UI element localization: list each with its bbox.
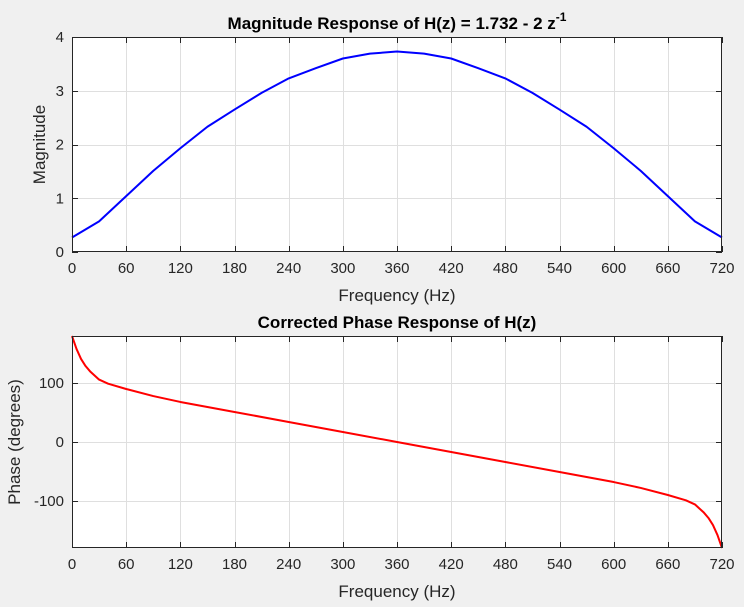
phase-x-tick-label: 0 [68,556,76,573]
phase-x-tick-label: 480 [493,556,518,573]
phase-subplot: 0 60 120 180 240 300 360 420 480 540 600 660 720 -100… [5,313,735,601]
phase-title: Corrected Phase Response of H(z) [258,313,537,332]
magnitude-x-tick-label: 360 [384,260,409,277]
phase-x-tick-label: 60 [118,556,135,573]
phase-x-tick-label: 240 [276,556,301,573]
phase-y-tick-label: 100 [39,375,64,392]
phase-grid [72,336,722,548]
phase-y-axis-label: Phase (degrees) [5,379,24,505]
magnitude-x-tick-label: 720 [709,260,734,277]
magnitude-x-tick-label: 480 [493,260,518,277]
magnitude-y-tick-label: 0 [56,244,64,261]
magnitude-x-tick-label: 660 [655,260,680,277]
magnitude-x-tick-label: 0 [68,260,76,277]
magnitude-grid [72,37,722,252]
magnitude-ticks: 0 60 120 180 240 300 360 420 480 540 600 660 720 0 1 2 3… [56,29,735,277]
magnitude-x-tick-label: 240 [276,260,301,277]
phase-x-tick-label: 660 [655,556,680,573]
magnitude-y-tick-label: 4 [56,29,64,46]
magnitude-title-superscript: -1 [556,10,567,24]
magnitude-x-axis-label: Frequency (Hz) [338,286,455,305]
magnitude-y-tick-label: 2 [56,137,64,154]
phase-x-tick-label: 600 [601,556,626,573]
phase-x-tick-label: 180 [222,556,247,573]
magnitude-x-tick-label: 420 [439,260,464,277]
phase-y-tick-label: 0 [56,434,64,451]
phase-response-line [71,335,723,549]
phase-x-tick-label: 360 [384,556,409,573]
magnitude-y-tick-label: 3 [56,83,64,100]
magnitude-x-tick-label: 300 [330,260,355,277]
phase-x-tick-label: 420 [439,556,464,573]
phase-x-tick-label: 300 [330,556,355,573]
phase-y-tick-label: -100 [34,493,64,510]
magnitude-x-tick-label: 180 [222,260,247,277]
phase-x-tick-label: 540 [547,556,572,573]
magnitude-x-tick-label: 120 [168,260,193,277]
magnitude-y-axis-label: Magnitude [30,105,49,184]
phase-x-axis-label: Frequency (Hz) [338,582,455,601]
magnitude-x-tick-label: 540 [547,260,572,277]
phase-ticks: 0 60 120 180 240 300 360 420 480 540 600 660 720 -100… [34,336,735,573]
magnitude-response-line [71,50,723,239]
magnitude-y-tick-label: 1 [56,190,64,207]
magnitude-x-tick-label: 60 [118,260,135,277]
phase-x-tick-label: 720 [709,556,734,573]
magnitude-title: Magnitude Response of H(z) = 1.732 - 2 z… [228,10,567,33]
magnitude-x-tick-label: 600 [601,260,626,277]
phase-x-tick-label: 120 [168,556,193,573]
magnitude-subplot: 0 60 120 180 240 300 360 420 480 540 600 660 720 0 1 2 3… [30,10,735,305]
